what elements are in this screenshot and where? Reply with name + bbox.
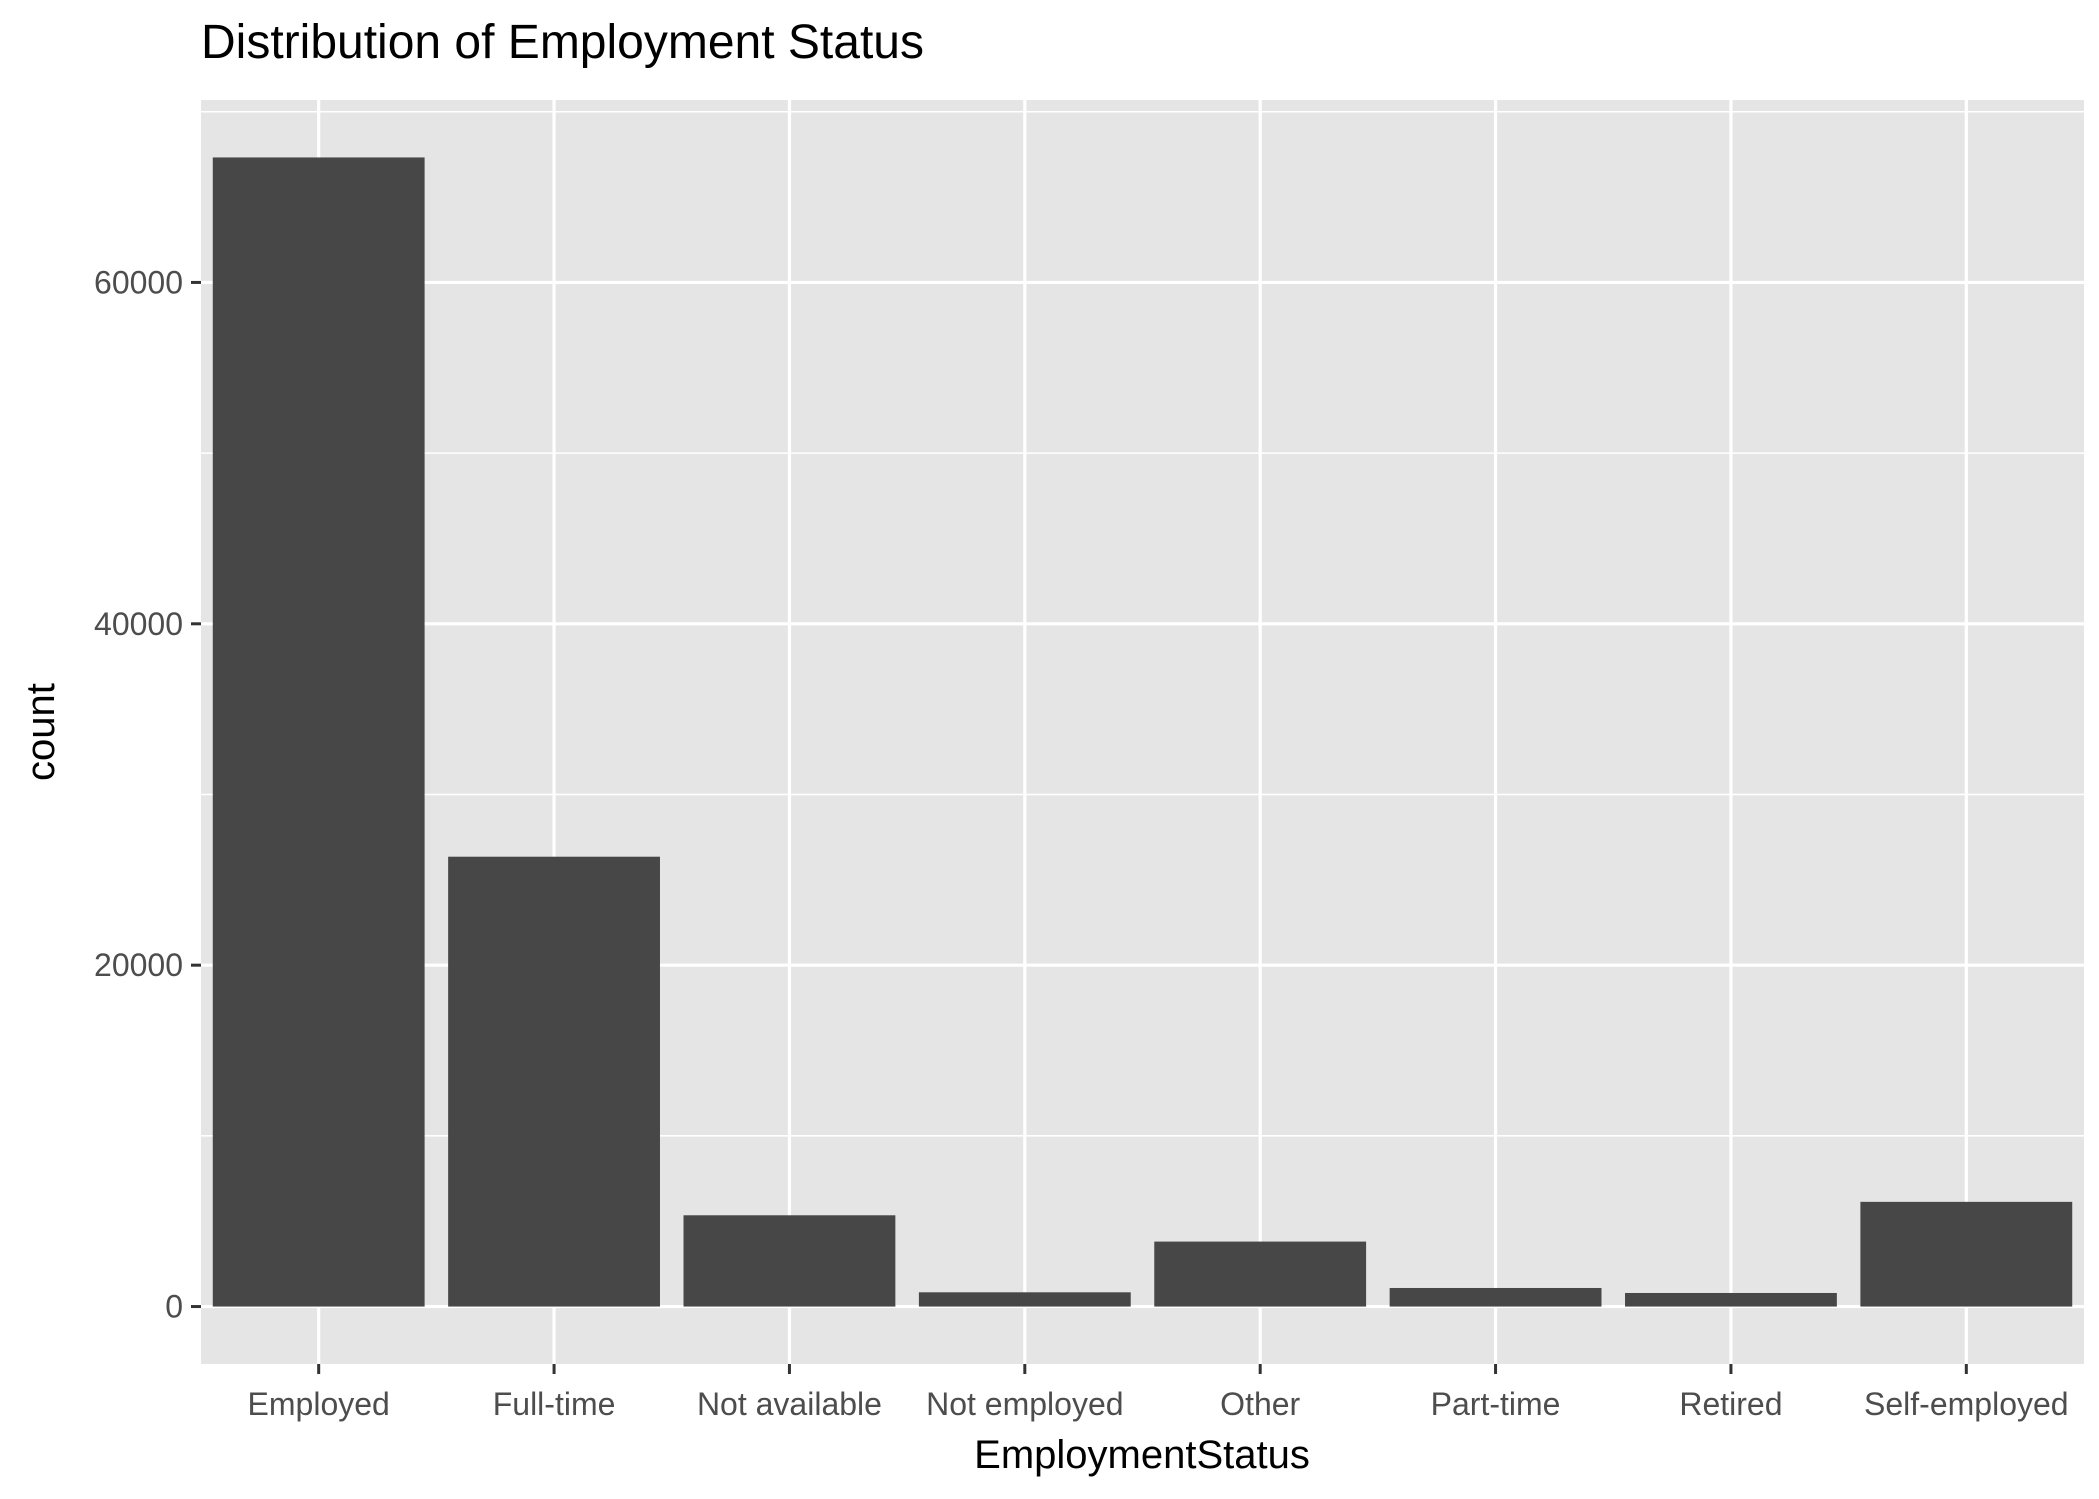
x-tick-label: Full-time	[493, 1386, 616, 1422]
y-tick-label: 60000	[94, 264, 183, 300]
bar-retired	[1625, 1292, 1837, 1307]
axes: 0 20000 40000 60000 Employed Full-time Not ava…	[94, 264, 2069, 1422]
bar-part-time	[1389, 1287, 1602, 1307]
x-tick-label: Not employed	[926, 1386, 1123, 1422]
x-axis-title: EmploymentStatus	[974, 1433, 1310, 1477]
x-tick-label: Other	[1220, 1386, 1300, 1422]
bar-employed	[212, 157, 425, 1307]
y-tick-label: 20000	[94, 947, 183, 983]
bar-other	[1154, 1241, 1367, 1307]
bar-self-employed	[1860, 1201, 2073, 1307]
x-tick-label: Retired	[1679, 1386, 1782, 1422]
x-tick-label: Employed	[248, 1386, 390, 1422]
x-tick-label: Not available	[697, 1386, 882, 1422]
x-tick-label: Part-time	[1431, 1386, 1561, 1422]
y-tick-label: 40000	[94, 606, 183, 642]
x-tick-label: Self-employed	[1864, 1386, 2069, 1422]
bars	[212, 157, 2073, 1307]
chart-title: Distribution of Employment Status	[201, 16, 924, 69]
y-tick-label: 0	[165, 1289, 183, 1325]
bar-not-employed	[918, 1292, 1131, 1307]
y-axis-title: count	[19, 683, 63, 781]
bar-full-time	[448, 856, 660, 1307]
bar-not-available	[683, 1215, 896, 1307]
